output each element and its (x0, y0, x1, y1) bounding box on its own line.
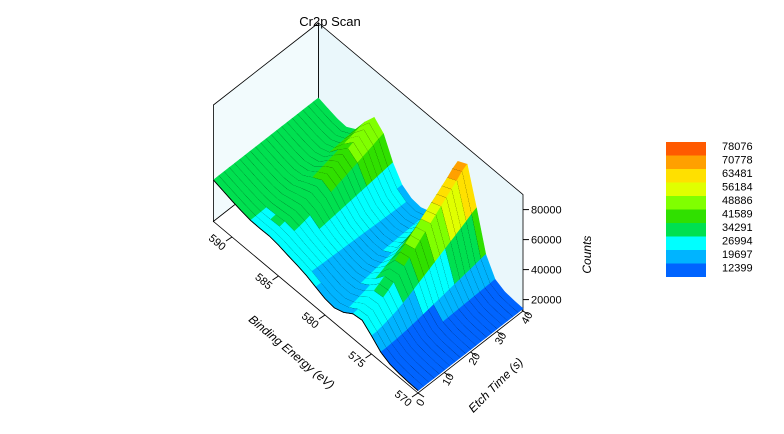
chart-title: Cr2p Scan (299, 14, 360, 29)
legend-swatch (666, 182, 706, 196)
energy-tick-mark (225, 236, 233, 242)
legend-swatch (666, 155, 706, 169)
counts-tick-label: 20000 (531, 295, 562, 307)
etch-tick-mark (470, 351, 477, 357)
etch-tick-label: 0 (414, 397, 427, 408)
surface-layer (212, 97, 524, 391)
legend-level-label: 41589 (722, 209, 753, 221)
etch-tick-label: 20 (467, 351, 484, 368)
energy-tick-label: 590 (206, 232, 228, 253)
counts-tick-label: 80000 (531, 205, 562, 217)
legend-level-label: 70778 (722, 155, 753, 167)
energy-tick-mark (318, 314, 326, 320)
legend-level-label: 78076 (722, 141, 753, 153)
etch-tick-mark (496, 331, 504, 336)
etch-tick-mark (417, 392, 425, 398)
energy-tick-label: 575 (346, 349, 368, 370)
energy-tick-mark (365, 353, 372, 359)
legend-level-label: 63481 (722, 168, 753, 180)
legend-level-label: 48886 (722, 195, 753, 207)
legend-level-label: 12399 (722, 263, 753, 275)
legend-swatch (666, 209, 706, 223)
spectrum-line-front (213, 179, 419, 391)
etch-tick-label: 30 (493, 330, 510, 347)
energy-tick-label: 570 (392, 388, 414, 409)
energy-axis-label: Binding Energy (eV) (246, 312, 337, 392)
energy-tick-label: 580 (299, 310, 321, 331)
legend-swatch (666, 169, 706, 183)
energy-tick-mark (411, 392, 419, 398)
etch-tick-mark (522, 310, 530, 316)
legend-swatch (666, 263, 706, 277)
energy-tick-label: 585 (253, 271, 275, 292)
legend-level-label: 56184 (722, 182, 753, 194)
legend-level-label: 26994 (722, 236, 753, 248)
legend-level-label: 19697 (722, 249, 753, 261)
legend-swatch (666, 142, 706, 156)
legend-swatch (666, 250, 706, 264)
counts-tick-label: 60000 (531, 235, 562, 247)
legend-swatch (666, 196, 706, 210)
etch-tick-mark (443, 372, 451, 377)
counts-axis-label: Counts (580, 236, 594, 274)
energy-tick-mark (272, 275, 279, 281)
legend-swatch (666, 236, 706, 250)
etch-tick-label: 10 (440, 371, 457, 388)
legend-level-label: 34291 (722, 222, 753, 234)
counts-tick-label: 40000 (531, 265, 562, 277)
etch-tick-label: 40 (519, 310, 536, 327)
legend-swatch (666, 223, 706, 237)
